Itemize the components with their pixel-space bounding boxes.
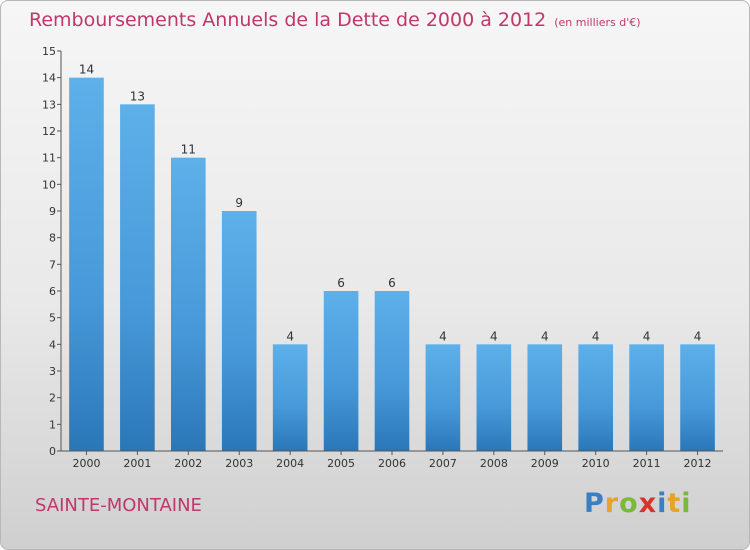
data-label-2008: 4 xyxy=(490,329,498,343)
bars-group: 14 13 11 9 4 6 6 4 4 4 4 4 4 xyxy=(69,63,715,452)
bar-2008 xyxy=(476,344,512,451)
x-tick-label-2008: 2008 xyxy=(480,457,508,470)
x-tick-label-2004: 2004 xyxy=(276,457,304,470)
y-tick-label-7: 7 xyxy=(49,258,56,271)
commune-name: SAINTE-MONTAINE xyxy=(35,495,202,516)
chart-unit: (en milliers d'€) xyxy=(554,16,641,29)
data-label-2012: 4 xyxy=(694,329,702,343)
y-tick-label-3: 3 xyxy=(49,365,56,378)
data-label-2000: 14 xyxy=(79,63,94,77)
y-tick-label-13: 13 xyxy=(42,98,56,111)
bar-2000 xyxy=(69,77,104,452)
data-label-2010: 4 xyxy=(592,329,600,343)
x-tick-label-2006: 2006 xyxy=(378,457,406,470)
logo-letter: r xyxy=(604,488,620,519)
x-tick-label-2010: 2010 xyxy=(582,457,610,470)
x-tick-label-2002: 2002 xyxy=(174,457,202,470)
y-tick-label-15: 15 xyxy=(42,45,56,58)
x-tick-label-2007: 2007 xyxy=(429,457,457,470)
data-label-2009: 4 xyxy=(541,329,549,343)
axes-group: 2000 2001 2002 2003 2004 2005 2006 2007 2008 2009… xyxy=(42,45,723,470)
x-tick-label-2009: 2009 xyxy=(531,457,559,470)
y-tick-label-0: 0 xyxy=(49,445,56,458)
x-tick-label-2011: 2011 xyxy=(633,457,661,470)
x-tick-label-2005: 2005 xyxy=(327,457,355,470)
x-tick-label-2001: 2001 xyxy=(123,457,151,470)
bar-2006 xyxy=(374,291,410,451)
logo-letter: t xyxy=(667,488,682,519)
y-tick-label-1: 1 xyxy=(49,418,56,431)
bar-2007 xyxy=(425,344,461,451)
data-label-2003: 9 xyxy=(235,196,243,210)
x-tick-label-2003: 2003 xyxy=(225,457,253,470)
y-tick-label-4: 4 xyxy=(49,338,56,351)
logo-letter: x xyxy=(638,488,658,519)
y-tick-label-6: 6 xyxy=(49,285,56,298)
chart-title-text: Remboursements Annuels de la Dette de 20… xyxy=(29,9,547,31)
logo-letter: i xyxy=(657,488,668,519)
data-label-2004: 4 xyxy=(286,329,294,343)
y-tick-label-9: 9 xyxy=(49,205,56,218)
logo-letter: i xyxy=(681,488,692,519)
bar-2004 xyxy=(272,344,308,451)
y-tick-label-10: 10 xyxy=(42,178,56,191)
data-label-2006: 6 xyxy=(388,276,396,290)
bar-2001 xyxy=(120,104,155,451)
data-label-2007: 4 xyxy=(439,329,447,343)
bar-2010 xyxy=(578,344,614,451)
y-tick-label-2: 2 xyxy=(49,392,56,405)
y-tick-label-11: 11 xyxy=(42,152,56,165)
bar-2005 xyxy=(323,291,359,451)
logo-letter: o xyxy=(619,488,639,519)
bar-2011 xyxy=(629,344,664,451)
data-label-2002: 11 xyxy=(181,143,196,157)
x-tick-label-2012: 2012 xyxy=(684,457,712,470)
y-tick-label-12: 12 xyxy=(42,125,56,138)
y-tick-label-8: 8 xyxy=(49,232,56,245)
bar-2003 xyxy=(221,211,257,451)
bar-2009 xyxy=(527,344,563,451)
proxiti-logo: Proxiti xyxy=(584,488,692,519)
logo-letter: P xyxy=(584,488,605,519)
data-label-2001: 13 xyxy=(130,89,145,103)
y-tick-label-5: 5 xyxy=(49,312,56,325)
x-tick-label-2000: 2000 xyxy=(72,457,100,470)
data-label-2011: 4 xyxy=(643,329,651,343)
data-label-2005: 6 xyxy=(337,276,345,290)
bar-2012 xyxy=(680,344,715,451)
y-tick-label-14: 14 xyxy=(42,72,56,85)
bar-2002 xyxy=(170,157,206,451)
chart-title: Remboursements Annuels de la Dette de 20… xyxy=(29,9,641,31)
